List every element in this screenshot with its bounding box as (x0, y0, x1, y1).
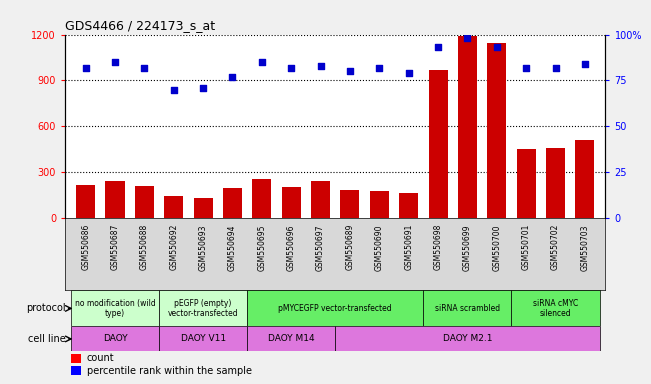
Bar (487, 43, 506, 218)
Point (139, 65, 150, 71)
Bar (370, 192, 389, 218)
Point (345, 68, 355, 74)
Bar (335, 326, 600, 351)
Text: DAOY V11: DAOY V11 (180, 334, 226, 343)
Bar (458, 36, 477, 218)
Point (315, 63, 326, 69)
Point (227, 74, 238, 80)
Text: GSM550686: GSM550686 (81, 224, 90, 270)
Bar (247, 290, 423, 326)
Text: DAOY: DAOY (103, 334, 128, 343)
Text: GSM550688: GSM550688 (140, 224, 149, 270)
Text: GSM550695: GSM550695 (257, 224, 266, 270)
Text: GSM550690: GSM550690 (375, 224, 384, 270)
Text: GSM550692: GSM550692 (169, 224, 178, 270)
Bar (546, 148, 565, 218)
Text: GSM550689: GSM550689 (346, 224, 354, 270)
Text: GSM550696: GSM550696 (286, 224, 296, 270)
Point (550, 65, 561, 71)
Text: pEGFP (empty)
vector-transfected: pEGFP (empty) vector-transfected (168, 299, 238, 318)
Point (579, 61, 590, 67)
Point (404, 70, 414, 76)
Text: DAOY M2.1: DAOY M2.1 (443, 334, 492, 343)
Bar (340, 190, 359, 218)
Bar (399, 193, 418, 218)
Point (256, 59, 267, 65)
Text: siRNA cMYC
silenced: siRNA cMYC silenced (533, 299, 578, 318)
Point (169, 86, 179, 93)
Bar (159, 290, 247, 326)
Bar (164, 196, 184, 218)
Point (110, 59, 120, 65)
Text: siRNA scrambled: siRNA scrambled (435, 304, 500, 313)
Bar (70, 354, 81, 362)
Bar (423, 290, 512, 326)
Text: pMYCEGFP vector-transfected: pMYCEGFP vector-transfected (279, 304, 392, 313)
Point (462, 35, 473, 41)
Bar (517, 149, 536, 218)
Bar (76, 185, 95, 218)
Text: GDS4466 / 224173_s_at: GDS4466 / 224173_s_at (65, 19, 215, 32)
Bar (223, 188, 242, 218)
Bar (253, 179, 271, 218)
Point (433, 44, 443, 50)
Point (286, 65, 296, 71)
Point (198, 85, 208, 91)
Text: GSM550701: GSM550701 (521, 224, 531, 270)
Bar (193, 198, 213, 218)
Bar (575, 140, 594, 218)
Bar (247, 326, 335, 351)
Text: GSM550694: GSM550694 (228, 224, 237, 270)
Bar (512, 290, 600, 326)
Bar (311, 182, 330, 218)
Point (374, 65, 385, 71)
Point (492, 44, 502, 50)
Bar (105, 181, 124, 218)
Text: GSM550697: GSM550697 (316, 224, 325, 270)
Text: GSM550693: GSM550693 (199, 224, 208, 270)
Text: no modification (wild
type): no modification (wild type) (75, 299, 156, 318)
Bar (70, 366, 81, 375)
Bar (135, 186, 154, 218)
Text: percentile rank within the sample: percentile rank within the sample (87, 366, 252, 376)
Point (81, 65, 91, 71)
Text: GSM550700: GSM550700 (492, 224, 501, 270)
Text: GSM550687: GSM550687 (111, 224, 120, 270)
Bar (71, 326, 159, 351)
Text: count: count (87, 353, 115, 363)
Text: GSM550703: GSM550703 (581, 224, 589, 270)
Text: GSM550691: GSM550691 (404, 224, 413, 270)
Text: GSM550702: GSM550702 (551, 224, 560, 270)
Text: protocol: protocol (26, 303, 66, 313)
Bar (428, 70, 448, 218)
Point (521, 65, 531, 71)
Bar (71, 290, 159, 326)
Bar (159, 326, 247, 351)
Bar (282, 187, 301, 218)
Text: GSM550698: GSM550698 (434, 224, 443, 270)
Text: GSM550699: GSM550699 (463, 224, 472, 270)
Text: DAOY M14: DAOY M14 (268, 334, 314, 343)
Text: cell line: cell line (28, 334, 66, 344)
